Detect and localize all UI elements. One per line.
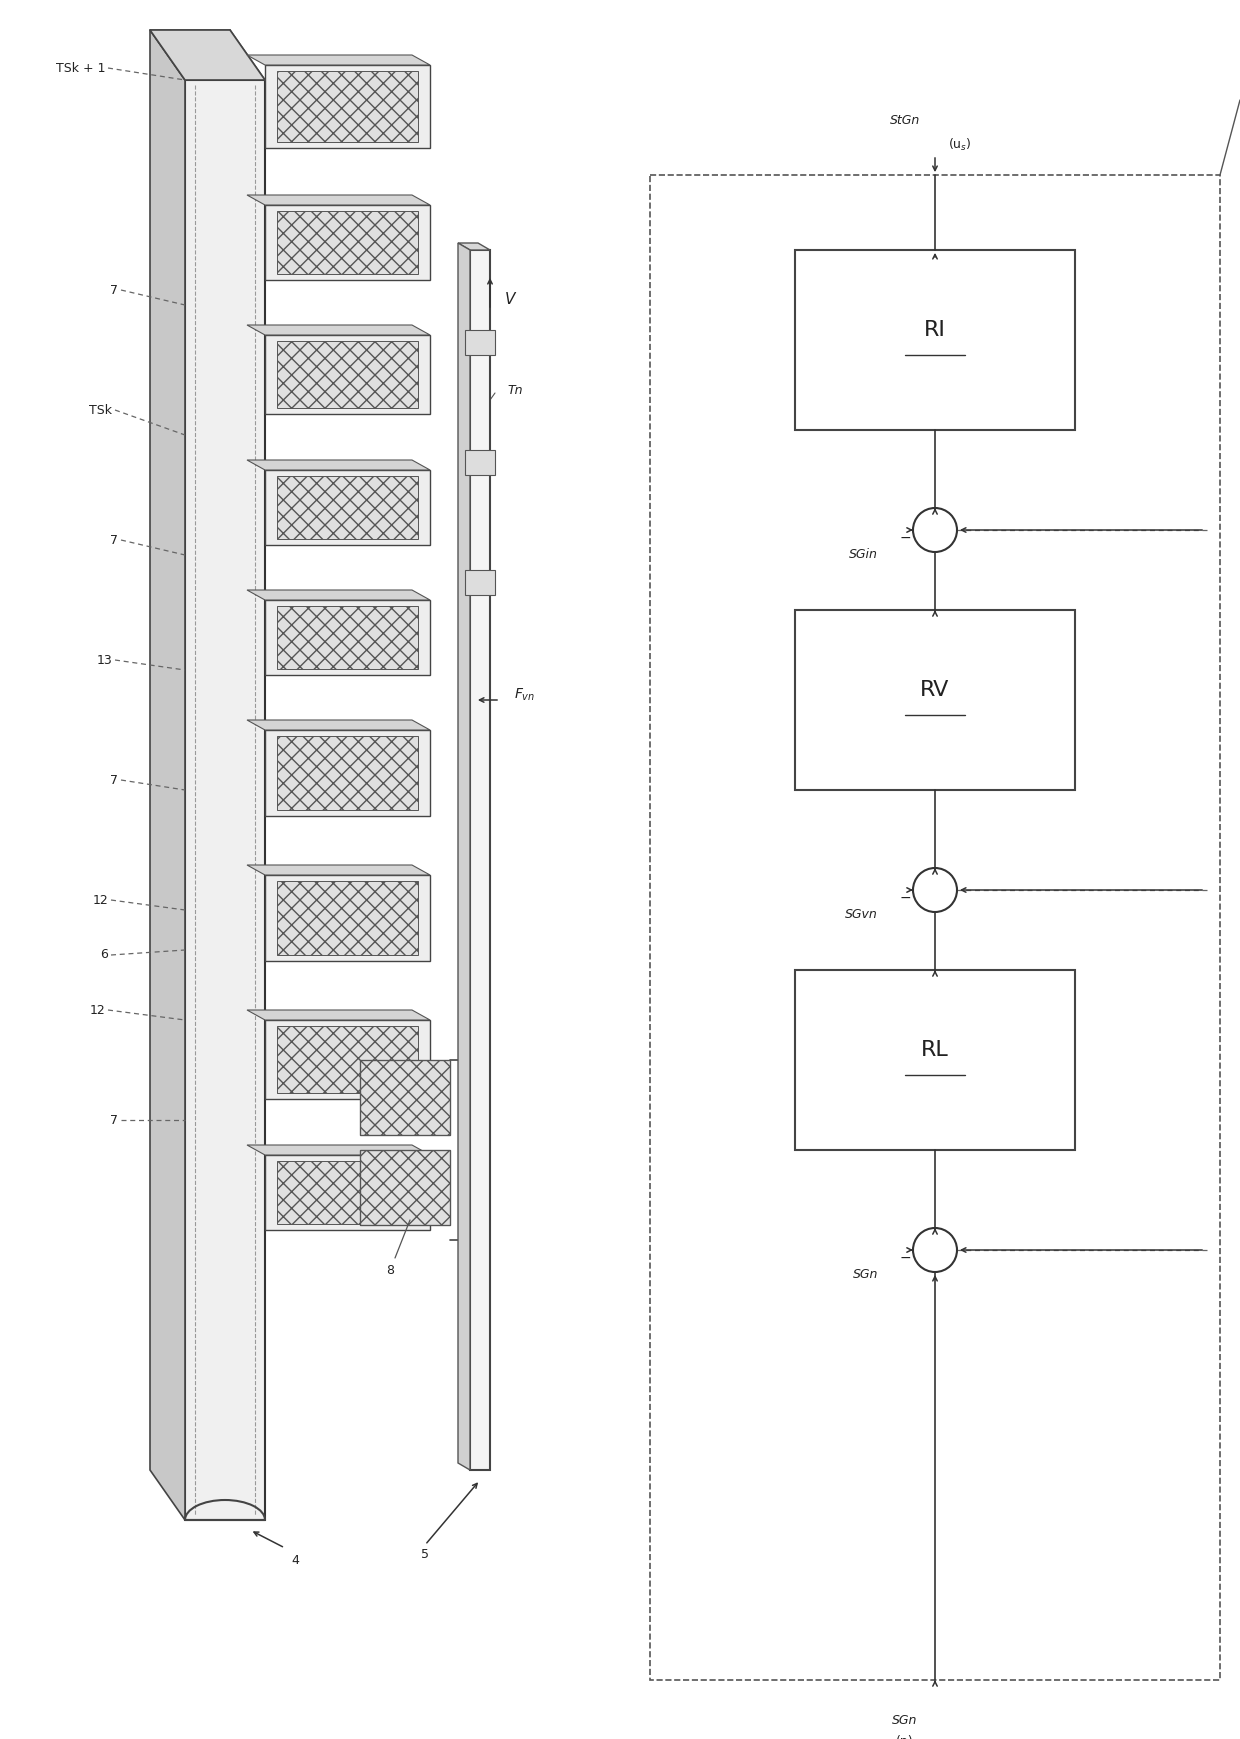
Bar [277,882,418,955]
Text: Tn: Tn [507,384,523,396]
Text: SGvn: SGvn [846,908,878,922]
Text: 7: 7 [110,774,118,786]
Bar [265,470,430,544]
Bar [360,1061,450,1136]
Bar [185,80,265,1520]
Bar [277,736,418,810]
Circle shape [913,1228,957,1271]
Bar [795,970,1075,1149]
Text: SGn: SGn [853,1268,878,1282]
Text: TSk: TSk [89,403,112,417]
Circle shape [913,868,957,911]
Bar [465,570,495,595]
Text: SGn: SGn [893,1713,918,1727]
Bar [465,330,495,355]
Polygon shape [247,195,430,205]
Text: (u$_s$): (u$_s$) [949,137,972,153]
Text: 12: 12 [92,894,108,906]
Polygon shape [458,243,490,250]
Bar [265,730,430,816]
Bar [470,250,490,1469]
Bar [265,64,430,148]
Bar [265,205,430,280]
Text: 5: 5 [422,1548,429,1562]
Text: $F_{vn}$: $F_{vn}$ [515,687,536,703]
Bar [277,210,418,275]
Bar [277,341,418,407]
Text: 6: 6 [100,948,108,962]
Bar [265,1155,430,1229]
Bar [465,450,495,475]
Text: RI: RI [924,320,946,341]
Text: 7: 7 [110,1113,118,1127]
Bar [360,1149,450,1224]
Text: 12: 12 [89,1003,105,1017]
Polygon shape [247,1144,430,1155]
Bar [650,176,1220,1680]
Bar [277,476,418,539]
Text: 4: 4 [291,1553,299,1567]
Polygon shape [150,30,265,80]
Bar [265,875,430,962]
Polygon shape [458,243,470,1469]
Text: RL: RL [921,1040,949,1061]
Bar [360,1061,450,1136]
Polygon shape [247,864,430,875]
Polygon shape [150,30,185,1520]
Text: RV: RV [920,680,950,701]
Text: 13: 13 [97,654,112,666]
Text: 7: 7 [110,283,118,297]
Bar [795,610,1075,790]
Text: 7: 7 [110,534,118,546]
Text: (p): (p) [897,1736,914,1739]
Bar [265,336,430,414]
Bar [360,1149,450,1224]
Bar [265,1021,430,1099]
Bar [277,71,418,141]
Polygon shape [247,325,430,336]
Bar [277,1162,418,1224]
Text: −: − [899,530,911,544]
Circle shape [913,508,957,551]
Text: V: V [505,292,515,308]
Text: TSk + 1: TSk + 1 [56,61,105,75]
Polygon shape [247,590,430,600]
Bar [277,605,418,670]
Text: −: − [899,1250,911,1264]
Text: −: − [899,890,911,904]
Text: 8: 8 [386,1264,394,1276]
Bar [265,600,430,675]
Polygon shape [247,461,430,470]
Text: SGin: SGin [849,548,878,562]
Polygon shape [247,56,430,64]
Text: StGn: StGn [890,113,920,127]
Polygon shape [247,720,430,730]
Bar [277,1026,418,1092]
Polygon shape [247,1010,430,1021]
Bar [795,250,1075,430]
